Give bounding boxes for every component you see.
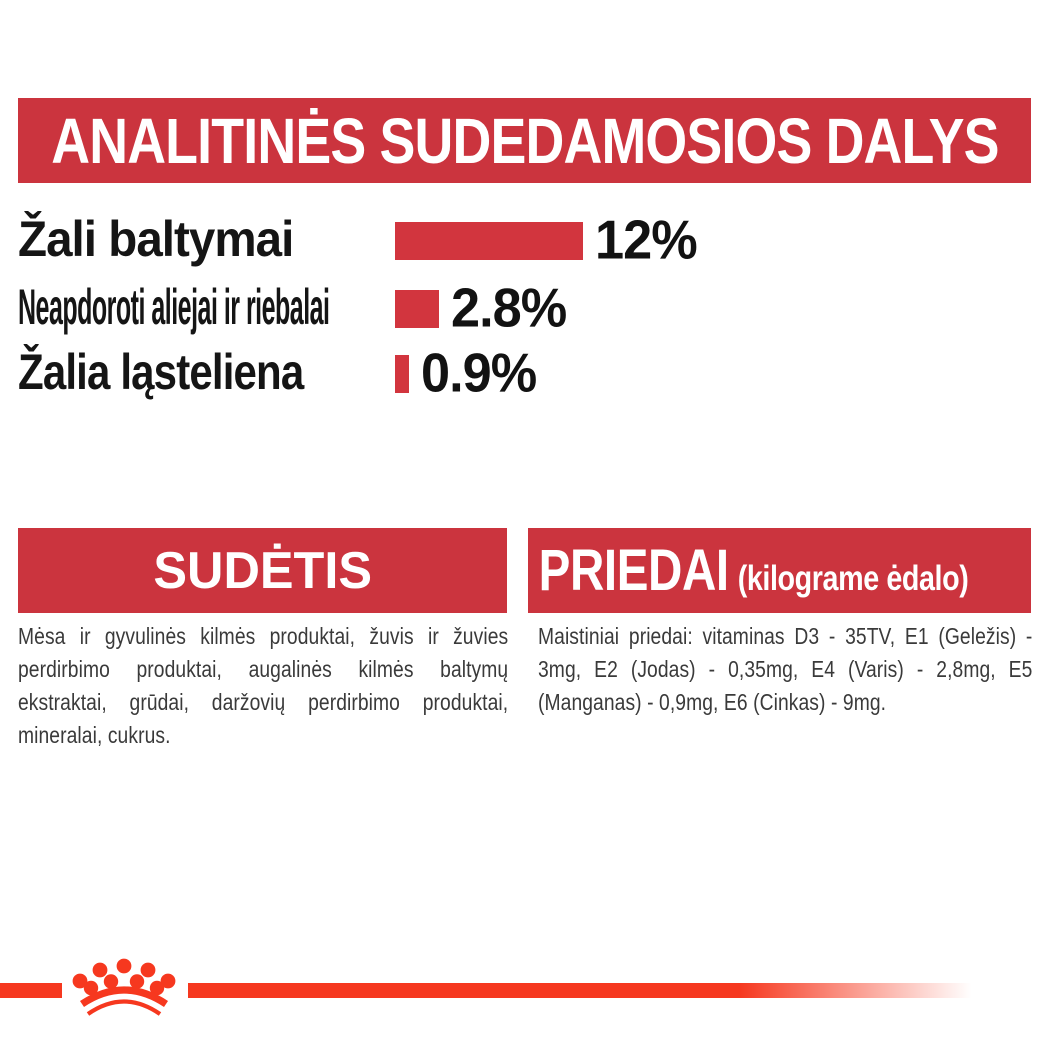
additives-title: PRIEDAI — [538, 537, 729, 603]
chart-row: Neapdoroti aliejai ir riebalai 2.8% — [0, 280, 1049, 335]
additives-banner: PRIEDAI (kilograme ėdalo) — [528, 528, 1031, 613]
chart-bar — [395, 355, 409, 393]
composition-body-text: Mėsa ir gyvulinės kilmės produktai, žuvi… — [18, 623, 509, 748]
chart-bar — [395, 290, 439, 328]
chart-bar — [395, 222, 583, 260]
chart-row: Žalia ląsteliena 0.9% — [0, 345, 1049, 400]
analytical-constituents-banner: ANALITINĖS SUDEDAMOSIOS DALYS — [18, 98, 1031, 183]
chart-category-label: Žali baltymai — [18, 211, 294, 267]
additives-body-text: Maistiniai priedai: vitaminas D3 - 35TV,… — [538, 623, 1033, 715]
chart-value-label: 0.9% — [421, 341, 537, 404]
additives-title-suffix: (kilograme ėdalo) — [737, 558, 969, 598]
chart-category-label: Neapdoroti aliejai ir riebalai — [18, 279, 330, 335]
analytical-constituents-title: ANALITINĖS SUDEDAMOSIOS DALYS — [50, 104, 999, 177]
additives-title-group: PRIEDAI (kilograme ėdalo) — [528, 537, 969, 603]
composition-banner: SUDĖTIS — [18, 528, 507, 613]
footer-accent-line-right — [188, 983, 1049, 998]
composition-title: SUDĖTIS — [153, 541, 372, 600]
chart-category-label: Žalia ląsteliena — [18, 344, 304, 400]
chart-value-label: 2.8% — [451, 276, 567, 339]
chart-row: Žali baltymai 12% — [0, 212, 1049, 267]
footer-accent-line-left — [0, 983, 62, 998]
royal-canin-crown-icon — [72, 958, 176, 1016]
chart-value-label: 12% — [595, 208, 698, 271]
